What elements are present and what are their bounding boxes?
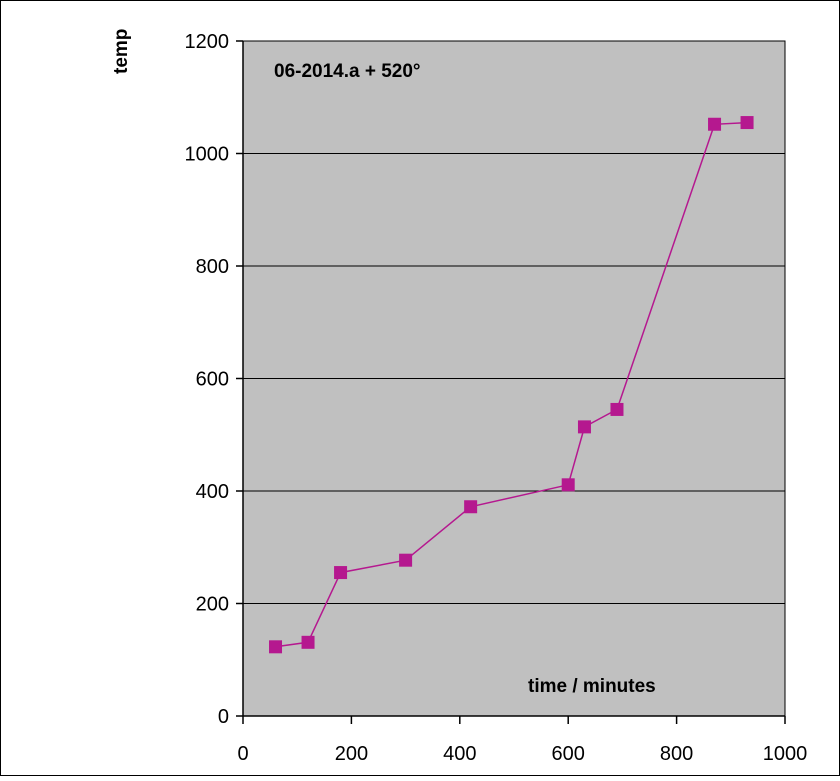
y-tick-label: 400 bbox=[196, 481, 229, 503]
x-axis-title: time / minutes bbox=[528, 676, 656, 697]
y-axis-title: temp bbox=[111, 29, 132, 74]
data-point bbox=[610, 402, 624, 416]
data-point bbox=[577, 420, 591, 434]
x-tick-label: 600 bbox=[552, 743, 585, 765]
data-point bbox=[464, 500, 478, 514]
x-tick-label: 1000 bbox=[763, 743, 808, 765]
x-tick-label: 0 bbox=[237, 743, 248, 765]
x-tick-label: 400 bbox=[443, 743, 476, 765]
x-tick-label: 200 bbox=[335, 743, 368, 765]
y-tick-label: 0 bbox=[218, 706, 229, 728]
data-point bbox=[399, 553, 413, 567]
data-point bbox=[301, 635, 315, 649]
y-tick-label: 1200 bbox=[185, 31, 230, 53]
data-point bbox=[740, 116, 754, 130]
data-point bbox=[708, 117, 722, 131]
y-tick-label: 600 bbox=[196, 369, 229, 391]
y-tick-label: 800 bbox=[196, 256, 229, 278]
x-tick-label: 800 bbox=[660, 743, 693, 765]
y-tick-label: 200 bbox=[196, 594, 229, 616]
series-layer bbox=[269, 116, 754, 654]
ticks: 0 200 400 600 800 1000 1200 0 200 400 600 800 1000 bbox=[185, 31, 808, 765]
data-point bbox=[269, 640, 283, 654]
data-point bbox=[561, 478, 575, 492]
gridlines bbox=[243, 153, 785, 604]
chart-title: 06-2014.a + 520° bbox=[274, 61, 421, 82]
data-point bbox=[334, 566, 348, 580]
y-tick-label: 1000 bbox=[185, 144, 230, 166]
series-line bbox=[275, 121, 748, 648]
